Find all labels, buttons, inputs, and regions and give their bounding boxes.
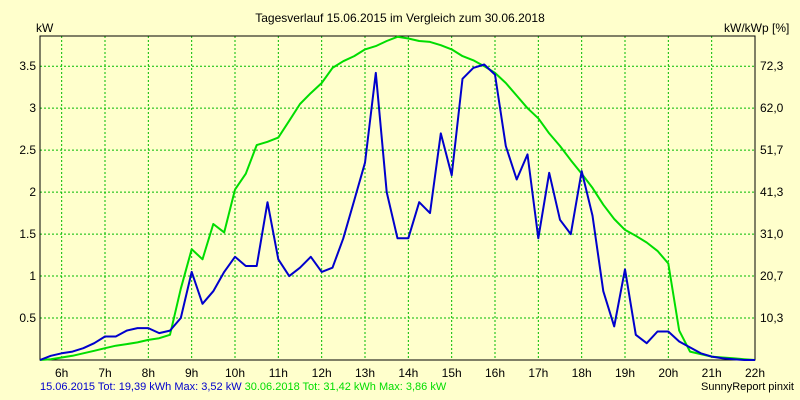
chart-title: Tagesverlauf 15.06.2015 im Vergleich zum…	[255, 11, 545, 25]
x-tick-label: 17h	[528, 366, 548, 380]
x-tick-label: 7h	[98, 366, 111, 380]
y-tick-label-right: 10,3	[760, 311, 784, 325]
y-axis-label-left: kW	[36, 21, 54, 35]
x-tick-label: 11h	[269, 366, 288, 380]
y-axis-label-right: kW/kWp [%]	[724, 21, 789, 35]
x-tick-label: 12h	[312, 366, 332, 380]
x-tick-label: 22h	[745, 366, 765, 380]
grid-lines	[40, 36, 755, 360]
y-tick-label-right: 41,3	[760, 185, 784, 199]
y-tick-label-left: 1	[29, 269, 36, 283]
y-tick-label-left: 3	[29, 101, 36, 115]
y-tick-label-left: 2	[29, 185, 36, 199]
y-tick-label-right: 20,7	[760, 269, 784, 283]
legend-series-2018: 30.06.2018 Tot: 31,42 kWh Max: 3,86 kW	[244, 381, 447, 393]
x-tick-label: 10h	[225, 366, 245, 380]
y-tick-label-left: 3.5	[19, 59, 36, 73]
x-tick-label: 16h	[485, 366, 505, 380]
x-tick-label: 9h	[185, 366, 198, 380]
x-tick-label: 21h	[702, 366, 722, 380]
x-tick-label: 14h	[398, 366, 418, 380]
y-tick-label-left: 1.5	[19, 227, 36, 241]
credit-text: SunnyReport pinxit	[701, 381, 794, 393]
tick-labels: 6h 7h 8h 9h 10h 11h 12h 13h 14h 15h 16h 17h 18h 19h 20…	[19, 59, 783, 380]
y-tick-label-right: 72,3	[760, 59, 784, 73]
y-tick-label-left: 0.5	[19, 311, 36, 325]
x-tick-label: 8h	[142, 366, 155, 380]
x-tick-label: 13h	[355, 366, 375, 380]
y-tick-label-right: 31,0	[760, 227, 784, 241]
legend-series-2015: 15.06.2015 Tot: 19,39 kWh Max: 3,52 kW	[40, 381, 242, 393]
series-line-30-06-2018	[39, 35, 756, 361]
y-tick-label-right: 51,7	[760, 143, 784, 157]
y-tick-label-left: 2.5	[19, 143, 36, 157]
x-tick-label: 20h	[658, 366, 678, 380]
plot-area	[39, 35, 756, 361]
legend: 15.06.2015 Tot: 19,39 kWh Max: 3,52 kW 3…	[40, 381, 446, 393]
series-lines	[39, 35, 756, 361]
series-line-15-06-2015	[39, 63, 755, 361]
x-tick-label: 19h	[615, 366, 635, 380]
x-tick-label: 6h	[55, 366, 68, 380]
x-tick-label: 15h	[442, 366, 462, 380]
y-tick-label-right: 62,0	[760, 101, 784, 115]
x-tick-label: 18h	[572, 366, 592, 380]
